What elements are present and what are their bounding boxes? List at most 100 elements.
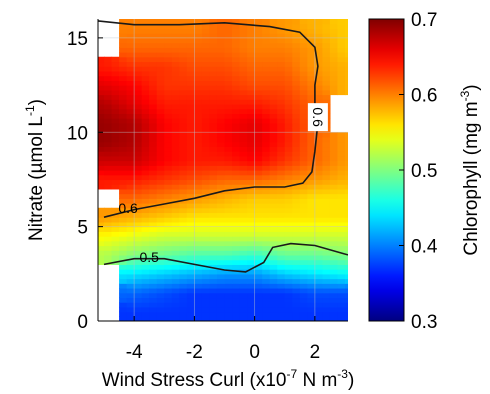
heatmap-cell — [344, 151, 348, 157]
heatmap-cell — [329, 231, 339, 237]
heatmap-cell — [149, 287, 158, 294]
heatmap-cell — [353, 241, 361, 246]
heatmap-cell — [344, 198, 348, 204]
heatmap-cell — [141, 273, 150, 280]
heatmap-cell — [299, 174, 308, 181]
heatmap-cell — [344, 66, 348, 72]
heatmap-cell — [337, 221, 346, 228]
heatmap-cell — [239, 80, 248, 86]
heatmap-cell — [186, 240, 195, 247]
heatmap-cell — [232, 66, 241, 72]
heatmap-cell — [179, 188, 188, 195]
heatmap-cell — [277, 245, 286, 251]
heatmap-cell — [239, 28, 248, 34]
colorbar-tick-label: 0.3 — [411, 312, 437, 333]
heatmap-cell — [149, 302, 158, 308]
heatmap-cell — [337, 240, 346, 247]
heatmap-cell — [141, 179, 150, 185]
x-tick-label: 0 — [249, 342, 260, 363]
heatmap-cell — [232, 221, 241, 228]
heatmap-cell — [216, 146, 226, 152]
heatmap-cell — [156, 33, 165, 39]
heatmap-cell — [126, 127, 135, 133]
heatmap-cell — [307, 198, 316, 204]
heatmap-cell — [134, 240, 143, 247]
heatmap-cell — [284, 264, 293, 270]
heatmap-cell — [292, 287, 301, 294]
heatmap-cell — [232, 170, 241, 176]
heatmap-cell — [284, 85, 293, 91]
heatmap-cell — [353, 212, 361, 217]
heatmap-cell — [314, 207, 323, 214]
heatmap-cell — [232, 136, 241, 143]
heatmap-cell — [254, 250, 263, 256]
heatmap-cell — [171, 231, 180, 237]
heatmap-cell — [224, 42, 233, 48]
heatmap-cell — [164, 226, 173, 232]
heatmap-cell — [284, 132, 293, 138]
heatmap-cell — [111, 221, 120, 228]
heatmap-cell — [98, 236, 105, 242]
heatmap-cell — [232, 23, 241, 30]
heatmap-cell — [164, 155, 173, 162]
heatmap-cell — [277, 94, 286, 100]
heatmap-cell — [239, 264, 248, 270]
heatmap-cell — [179, 19, 188, 25]
heatmap-cell — [277, 160, 286, 166]
heatmap-cell — [98, 250, 105, 256]
heatmap-cell — [269, 165, 278, 171]
heatmap-cell — [134, 70, 143, 77]
heatmap-cell — [292, 52, 301, 58]
heatmap-cell — [344, 47, 348, 53]
heatmap-cell — [141, 28, 150, 34]
heatmap-cell — [186, 254, 195, 261]
heatmap-cell — [119, 306, 128, 313]
heatmap-cell — [156, 127, 165, 133]
heatmap-cell — [284, 316, 293, 321]
heatmap-cell — [277, 306, 286, 313]
heatmap-cell — [344, 254, 348, 261]
heatmap-cell — [284, 155, 293, 162]
heatmap-cell — [149, 269, 158, 275]
heatmap-cell — [247, 61, 256, 67]
heatmap-cell — [344, 287, 348, 294]
heatmap-cell — [156, 56, 165, 63]
heatmap-cell — [149, 165, 158, 171]
heatmap-cell — [194, 103, 203, 110]
heatmap-cell — [141, 184, 150, 190]
heatmap-cell — [329, 23, 339, 30]
heatmap-cell — [337, 254, 346, 261]
heatmap-cell — [329, 254, 339, 261]
heatmap-cell — [201, 75, 211, 81]
heatmap-cell — [284, 297, 293, 303]
heatmap-cell — [269, 136, 278, 143]
heatmap-cell — [179, 75, 188, 81]
heatmap-cell — [232, 85, 241, 91]
heatmap-cell — [247, 99, 256, 105]
heatmap-cell — [89, 128, 97, 133]
heatmap-cell — [156, 278, 165, 284]
heatmap-cell — [149, 66, 158, 72]
heatmap-cell — [337, 306, 346, 313]
heatmap-cell — [277, 80, 286, 86]
heatmap-cell — [269, 198, 278, 204]
y-tick-label: 0 — [77, 312, 88, 333]
heatmap-cell — [209, 146, 218, 152]
heatmap-cell — [209, 75, 218, 81]
heatmap-cell — [337, 37, 346, 44]
heatmap-cell — [232, 245, 241, 251]
heatmap-cell — [141, 264, 150, 270]
heatmap-cell — [329, 151, 339, 157]
heatmap-cell — [344, 23, 348, 30]
heatmap-cell — [98, 141, 105, 148]
heatmap-cell — [89, 90, 97, 95]
heatmap-cell — [119, 52, 128, 58]
heatmap-cell — [277, 23, 286, 30]
heatmap-cell — [299, 306, 308, 313]
heatmap-cell — [104, 184, 113, 190]
heatmap-cell — [224, 127, 233, 133]
heatmap-cell — [164, 184, 173, 190]
heatmap-cell — [209, 245, 218, 251]
heatmap-cell — [232, 231, 241, 237]
heatmap-cell — [119, 23, 128, 30]
